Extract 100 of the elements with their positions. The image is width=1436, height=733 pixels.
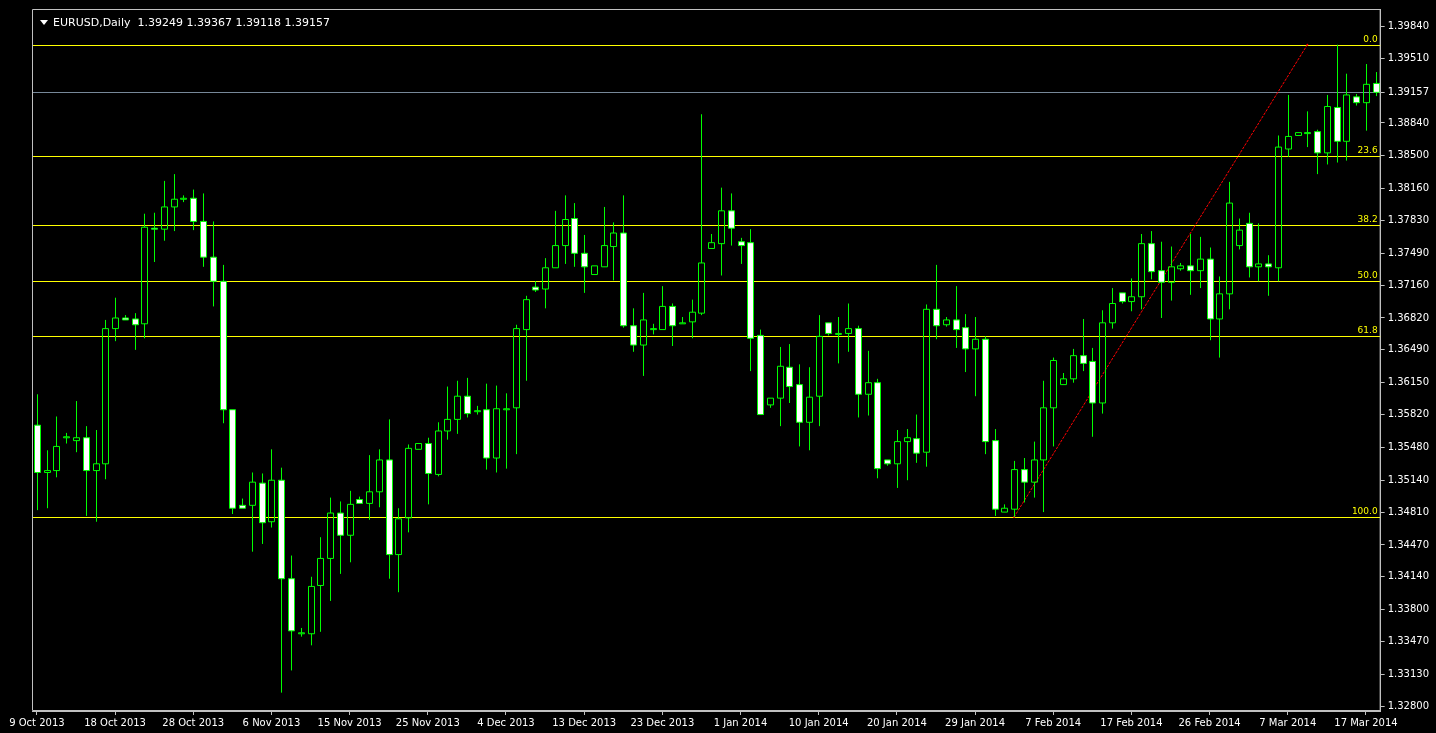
candlestick xyxy=(659,285,666,331)
candlestick xyxy=(728,192,735,247)
candlestick xyxy=(1050,357,1057,447)
y-tick-label: 1.34810 xyxy=(1387,505,1430,517)
candlestick xyxy=(698,113,705,316)
candlestick xyxy=(1080,318,1087,372)
x-tick-label: 10 Jan 2014 xyxy=(788,716,849,728)
y-tick-label: 1.39510 xyxy=(1387,51,1430,63)
y-tick-label: 1.32800 xyxy=(1387,699,1430,711)
candlestick xyxy=(503,392,510,470)
x-tick-label: 17 Feb 2014 xyxy=(1100,716,1163,728)
candlestick xyxy=(806,366,813,451)
candlestick xyxy=(747,228,754,372)
y-tick-label: 1.37830 xyxy=(1387,214,1430,226)
candlestick xyxy=(591,265,598,276)
candlestick xyxy=(904,428,911,481)
candlestick xyxy=(444,386,451,441)
candlestick xyxy=(395,507,402,593)
candlestick xyxy=(1226,181,1233,310)
candlestick xyxy=(894,429,901,489)
annotation: 50.0 xyxy=(1357,270,1378,281)
x-tick-label: 25 Nov 2013 xyxy=(395,716,460,728)
y-tick-label: 1.35820 xyxy=(1387,408,1430,420)
candlestick xyxy=(972,316,979,397)
candlestick xyxy=(923,303,930,468)
candlestick xyxy=(1275,135,1282,282)
candlestick xyxy=(1216,275,1223,359)
y-tick-label: 1.38160 xyxy=(1387,182,1430,194)
candlestick xyxy=(1099,309,1106,415)
x-tick-label: 18 Oct 2013 xyxy=(84,716,146,728)
candlestick xyxy=(1255,222,1262,282)
candlestick xyxy=(718,187,725,277)
y-tick-label: 1.38840 xyxy=(1387,116,1430,128)
candlestick xyxy=(405,443,412,533)
candlestick xyxy=(161,180,168,242)
annotation: 100.0 xyxy=(1351,506,1378,517)
x-tick-label: 26 Feb 2014 xyxy=(1178,716,1241,728)
candlestick xyxy=(171,173,178,232)
candlestick xyxy=(777,346,784,427)
candlestick xyxy=(601,206,608,268)
candlestick xyxy=(1363,63,1370,132)
candlestick xyxy=(1070,348,1077,384)
candlestick xyxy=(425,437,432,505)
y-tick-label: 1.36820 xyxy=(1387,311,1430,323)
x-tick-label: 17 Mar 2014 xyxy=(1334,716,1398,728)
x-tick-label: 15 Nov 2013 xyxy=(317,716,382,728)
y-tick-label: 1.36490 xyxy=(1387,343,1430,355)
y-tick-label: 1.36150 xyxy=(1387,376,1430,388)
candlestick xyxy=(268,448,275,529)
candlestick xyxy=(347,490,354,563)
annotation: 38.2 xyxy=(1357,214,1378,225)
candlestick xyxy=(102,319,109,480)
candlestick xyxy=(610,221,617,281)
annotation: 0.0 xyxy=(1363,34,1378,45)
candlestick xyxy=(141,213,148,339)
candlestick xyxy=(366,454,373,521)
y-tick-label: 1.38500 xyxy=(1387,149,1430,161)
candlestick xyxy=(865,350,872,417)
x-tick-label: 13 Dec 2013 xyxy=(552,716,617,728)
y-tick-label: 1.37160 xyxy=(1387,278,1430,290)
candlestick xyxy=(308,576,315,646)
candlestick xyxy=(523,295,530,382)
x-tick-label: 4 Dec 2013 xyxy=(477,716,535,728)
candlestick xyxy=(73,400,80,453)
y-tick-label: 1.33130 xyxy=(1387,667,1430,679)
y-tick-label: 1.33800 xyxy=(1387,603,1430,615)
candlestick xyxy=(249,471,256,553)
text: EURUSD,Daily 1.39249 1.39367 1.39118 1.39157 xyxy=(53,16,330,29)
y-tick-label: 1.33470 xyxy=(1387,635,1430,647)
x-tick-label: 29 Jan 2014 xyxy=(945,716,1006,728)
candlestick xyxy=(93,429,100,523)
candlestick xyxy=(816,314,823,427)
candlestick xyxy=(63,432,70,445)
candlestick xyxy=(112,297,119,342)
x-tick-label: 9 Oct 2013 xyxy=(9,716,65,728)
y-tick-label: 1.34470 xyxy=(1387,538,1430,550)
x-tick-label: 6 Nov 2013 xyxy=(242,716,301,728)
candlestick xyxy=(542,257,549,309)
y-tick-label: 1.39157 xyxy=(1387,85,1430,97)
candlestick xyxy=(992,428,999,517)
candlestick xyxy=(1031,441,1038,499)
candlestick xyxy=(454,380,461,435)
candlestick xyxy=(376,448,383,508)
x-tick-label: 1 Jan 2014 xyxy=(713,716,768,728)
candlestick xyxy=(1343,73,1350,162)
annotation: 61.8 xyxy=(1357,325,1378,336)
x-tick-label: 23 Dec 2013 xyxy=(630,716,695,728)
candlestick xyxy=(415,443,422,450)
candlestick xyxy=(53,415,60,478)
candlestick xyxy=(1285,94,1292,158)
candlestick xyxy=(1324,94,1331,165)
candlestick xyxy=(1168,246,1175,302)
candlestick xyxy=(845,303,852,353)
candlestick xyxy=(562,194,569,265)
annotation: 23.6 xyxy=(1357,145,1378,156)
candlestick xyxy=(1040,380,1047,513)
x-tick-label: 28 Oct 2013 xyxy=(162,716,225,728)
x-tick-label: 7 Mar 2014 xyxy=(1259,716,1317,728)
x-tick-label: 20 Jan 2014 xyxy=(866,716,927,728)
candlestick xyxy=(571,202,578,268)
